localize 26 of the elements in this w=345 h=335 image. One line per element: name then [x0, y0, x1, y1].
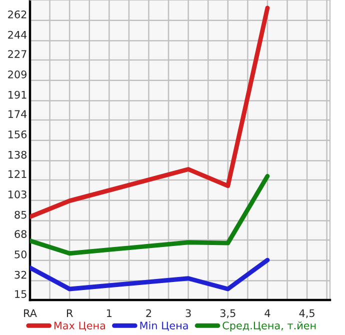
y-tick-label: 32 — [14, 270, 26, 279]
y-tick-label: 244 — [8, 30, 27, 39]
x-tick-label: 1 — [106, 309, 112, 317]
y-tick-label: 15 — [15, 290, 26, 298]
y-tick-label: 156 — [8, 130, 27, 138]
x-tick-label: RA — [24, 309, 37, 317]
x-tick-label: 3,5 — [220, 309, 236, 318]
y-tick-label: 121 — [8, 170, 26, 178]
x-tick-label: 4 — [264, 309, 270, 317]
y-tick-label: 191 — [8, 90, 26, 99]
legend-label: Max Цена — [54, 322, 106, 331]
y-tick-label: 138 — [8, 150, 27, 159]
y-tick-label: 68 — [14, 230, 27, 238]
y-tick-label: 262 — [8, 10, 26, 18]
y-tick-label: 50 — [14, 250, 27, 258]
y-tick-label: 209 — [8, 70, 26, 78]
y-tick-label: 103 — [8, 190, 26, 198]
y-tick-label: 227 — [8, 50, 26, 58]
y-tick-label: 85 — [14, 210, 26, 219]
legend-label: Сред.Цена, т.йен — [222, 321, 316, 332]
x-tick-label: 3 — [186, 309, 191, 318]
x-tick-label: 2 — [146, 309, 152, 317]
y-tick-label: 174 — [8, 110, 27, 118]
x-tick-label: 4,5 — [299, 309, 314, 318]
x-tick-label: R — [66, 309, 73, 317]
legend-label: Min Цена — [140, 321, 188, 331]
